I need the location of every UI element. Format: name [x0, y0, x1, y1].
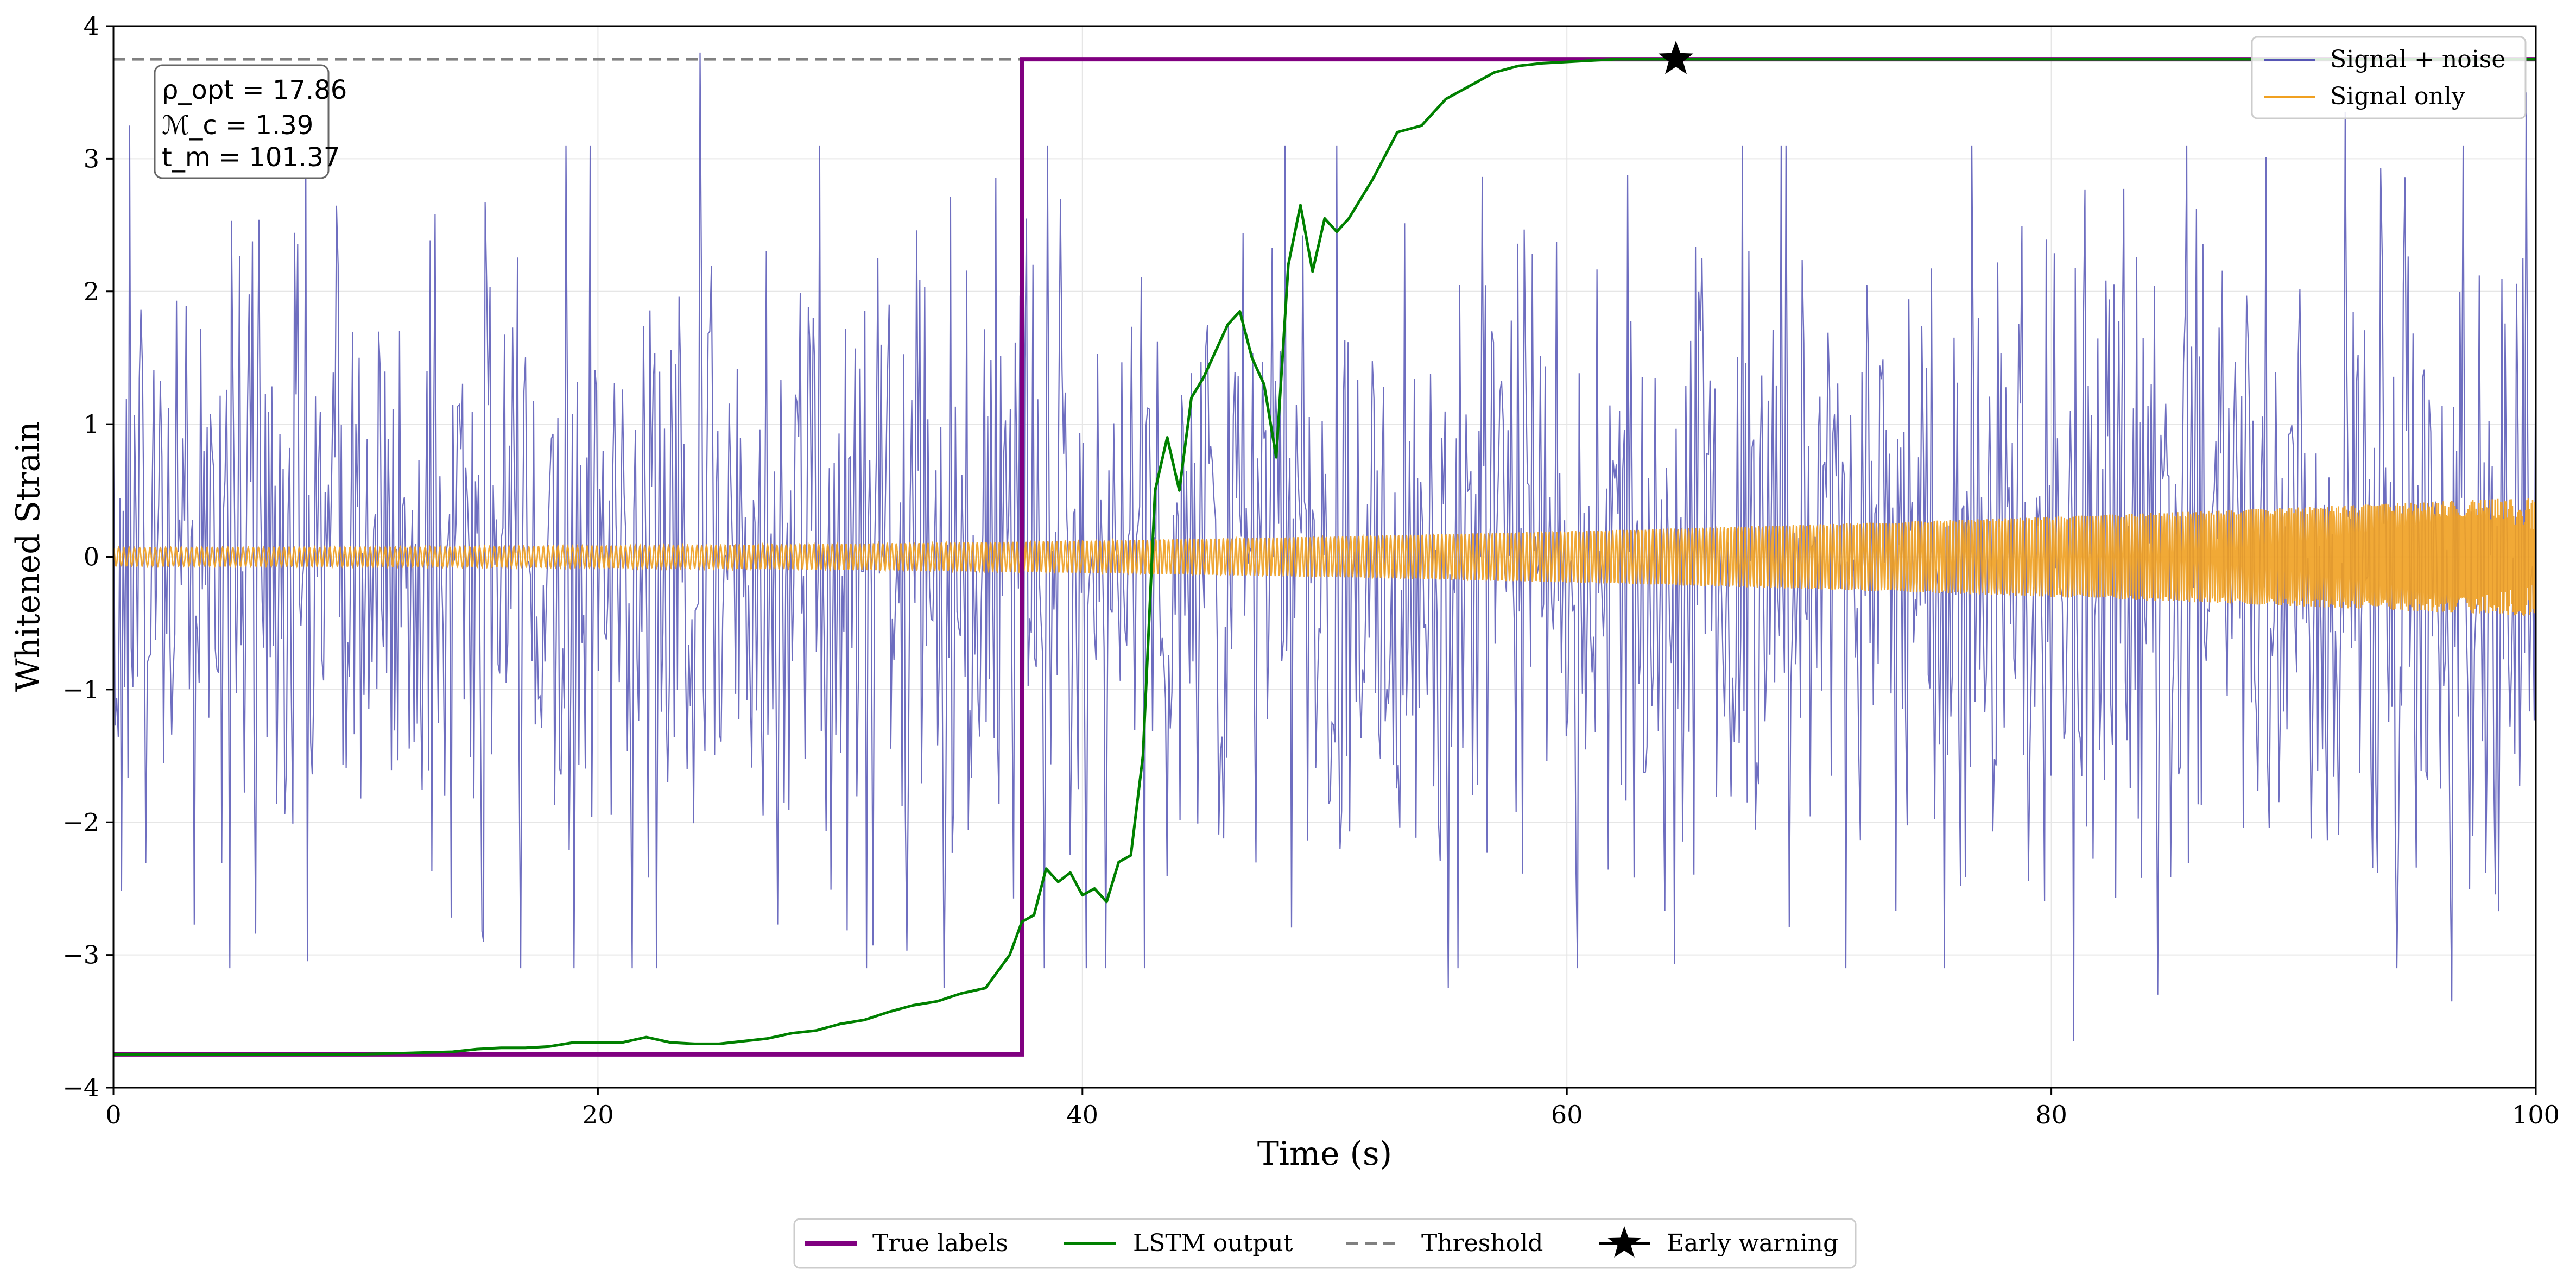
legend-early-warning-label: Early warning: [1667, 1229, 1838, 1257]
legend-signal-only-label: Signal only: [2330, 83, 2465, 110]
signal-only-line: [112, 498, 2537, 616]
x-tick-label-4: 80: [2035, 1100, 2067, 1129]
legend-lower: True labels LSTM output Threshold Early …: [793, 1218, 1857, 1269]
early-warning-star: [1658, 41, 1694, 74]
annotation-box: ρ_opt = 17.86 ℳ_c = 1.39 t_m = 101.37: [154, 64, 347, 179]
y-tick-label-3: −1: [62, 675, 99, 704]
y-tick-label-1: −3: [62, 940, 99, 970]
annotation-frame: [154, 64, 330, 179]
y-tick-label-7: 3: [84, 144, 99, 173]
signal-only-series: [112, 498, 2537, 616]
y-tick-label-5: 1: [84, 409, 99, 439]
y-tick-label-4: 0: [84, 542, 99, 572]
legend-upper-frame: [2251, 36, 2527, 119]
legend-early-warning-star: [1607, 1226, 1641, 1258]
y-tick-label-6: 2: [84, 277, 99, 306]
lstm-output-series: [113, 58, 2536, 1056]
legend-true-labels-label: True labels: [872, 1229, 1008, 1257]
legend-signal-noise-label: Signal + noise: [2330, 46, 2505, 73]
early-warning-series: [1658, 41, 1694, 74]
x-tick-label-1: 20: [582, 1100, 614, 1129]
y-tick-label-2: −2: [62, 807, 99, 837]
y-tick-label-8: 4: [84, 11, 99, 41]
x-tick-label-0: 0: [105, 1100, 121, 1129]
x-tick-label-3: 60: [1551, 1100, 1583, 1129]
x-tick-label-2: 40: [1067, 1100, 1099, 1129]
x-axis-title: Time (s): [1257, 1135, 1392, 1173]
y-tick-label-0: −4: [62, 1073, 99, 1102]
axis-ticks: 0 20 40 60 80 100 −4 −3 −2 −1 0 1 2 3 4: [62, 11, 2560, 1129]
x-tick-label-5: 100: [2512, 1100, 2560, 1129]
legend-lstm-output-label: LSTM output: [1133, 1229, 1293, 1257]
annotation-rho: ρ_opt = 17.86: [162, 75, 347, 105]
legend-lower-frame: [793, 1218, 1857, 1269]
legend-threshold-label: Threshold: [1421, 1229, 1543, 1257]
annotation-merger-time: t_m = 101.37: [162, 142, 340, 173]
y-axis-title: Whitened Strain: [9, 421, 47, 692]
lstm-output-line: [113, 58, 2536, 1056]
legend-upper: Signal + noise Signal only: [2251, 36, 2527, 119]
annotation-chirp-mass: ℳ_c = 1.39: [162, 110, 313, 141]
